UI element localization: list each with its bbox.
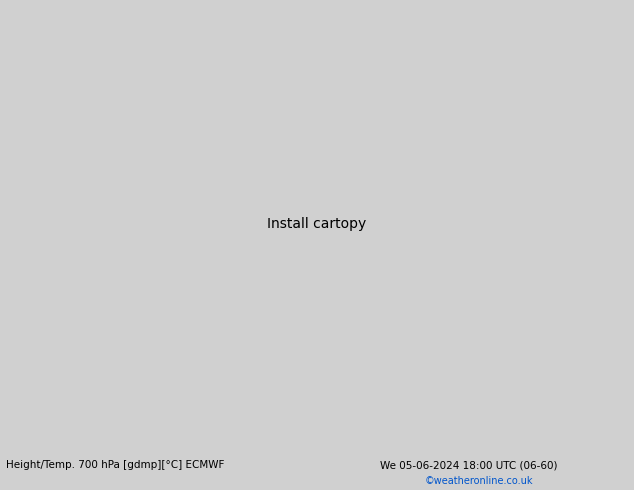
Text: Height/Temp. 700 hPa [gdmp][°C] ECMWF: Height/Temp. 700 hPa [gdmp][°C] ECMWF bbox=[6, 460, 224, 470]
Text: ©weatheronline.co.uk: ©weatheronline.co.uk bbox=[425, 476, 533, 486]
Text: We 05-06-2024 18:00 UTC (06-60): We 05-06-2024 18:00 UTC (06-60) bbox=[380, 460, 558, 470]
Text: Install cartopy: Install cartopy bbox=[268, 217, 366, 231]
